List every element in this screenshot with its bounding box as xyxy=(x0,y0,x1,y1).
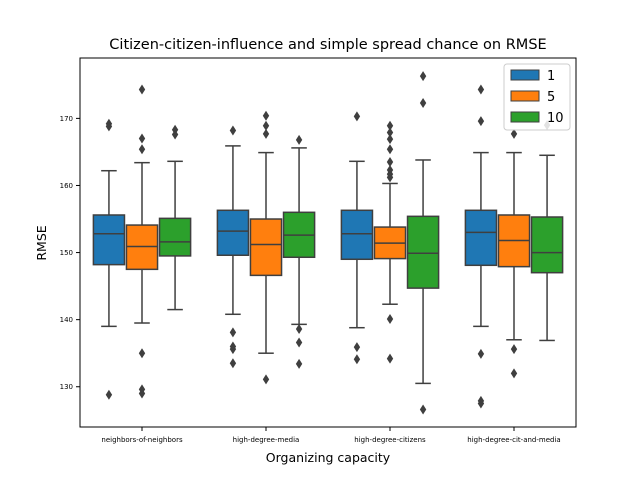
legend-label: 10 xyxy=(547,111,564,126)
axes-layer: 130 140 150 160 170 neighbors-of-neighbors hig… xyxy=(60,57,577,444)
outlier-point xyxy=(477,348,485,359)
legend-swatch xyxy=(510,69,540,81)
x-tick-label: high-degree-citizens xyxy=(354,436,426,444)
outlier-point xyxy=(262,128,270,139)
outlier-point xyxy=(386,127,394,138)
y-tick-label: 140 xyxy=(60,316,73,324)
outlier-point xyxy=(419,404,427,415)
box xyxy=(340,209,374,261)
legend-swatch xyxy=(510,111,540,123)
x-tick-label: high-degree-media xyxy=(233,436,300,444)
x-tick-label: neighbors-of-neighbors xyxy=(101,436,183,444)
outlier-point xyxy=(105,121,113,132)
outlier-point xyxy=(510,128,518,139)
outlier-point xyxy=(477,116,485,127)
outlier-point xyxy=(419,97,427,108)
outlier-point xyxy=(386,144,394,155)
outlier-point xyxy=(229,358,237,369)
outlier-point xyxy=(386,120,394,131)
y-tick-label: 170 xyxy=(60,115,73,123)
outlier-point xyxy=(105,389,113,400)
box xyxy=(92,214,126,266)
chart-title: Citizen-citizen-influence and simple spr… xyxy=(109,37,546,53)
y-tick-label: 130 xyxy=(60,383,73,391)
outlier-point xyxy=(138,388,146,399)
outlier-point xyxy=(353,354,361,365)
box xyxy=(216,209,250,256)
outlier-point xyxy=(229,327,237,338)
boxes-layer xyxy=(92,71,564,415)
outlier-point xyxy=(477,84,485,95)
box xyxy=(158,217,192,257)
legend-label: 1 xyxy=(547,69,555,84)
outlier-point xyxy=(295,358,303,369)
outlier-point xyxy=(386,353,394,364)
outlier-point xyxy=(295,337,303,348)
legend-label: 5 xyxy=(547,90,555,105)
outlier-point xyxy=(262,374,270,385)
outlier-point xyxy=(386,313,394,324)
outlier-point xyxy=(295,134,303,145)
outlier-point xyxy=(262,120,270,131)
y-tick-label: 160 xyxy=(60,182,73,190)
outlier-point xyxy=(477,398,485,409)
outlier-point xyxy=(295,324,303,335)
x-axis-label: Organizing capacity xyxy=(266,450,391,465)
outlier-point xyxy=(229,125,237,136)
outlier-point xyxy=(386,156,394,167)
outlier-point xyxy=(510,344,518,355)
outlier-point xyxy=(386,172,394,183)
outlier-point xyxy=(229,344,237,355)
outlier-point xyxy=(138,84,146,95)
outlier-point xyxy=(138,144,146,155)
outlier-point xyxy=(171,129,179,140)
x-tick-label: high-degree-cit-and-media xyxy=(467,436,560,444)
outlier-point xyxy=(419,71,427,82)
box xyxy=(406,215,440,289)
series-10 xyxy=(158,71,564,415)
y-axis-label: RMSE xyxy=(34,225,49,260)
outlier-point xyxy=(353,111,361,122)
outlier-point xyxy=(262,110,270,121)
box xyxy=(464,209,498,267)
outlier-point xyxy=(353,342,361,353)
box xyxy=(249,218,283,277)
plot-frame xyxy=(79,57,577,428)
outlier-point xyxy=(510,368,518,379)
series-5 xyxy=(125,84,531,399)
outlier-point xyxy=(386,134,394,145)
series-1 xyxy=(92,84,498,409)
legend-swatch xyxy=(510,90,540,102)
outlier-point xyxy=(138,348,146,359)
box xyxy=(530,216,564,274)
y-tick-label: 150 xyxy=(60,249,73,257)
outlier-point xyxy=(138,133,146,144)
